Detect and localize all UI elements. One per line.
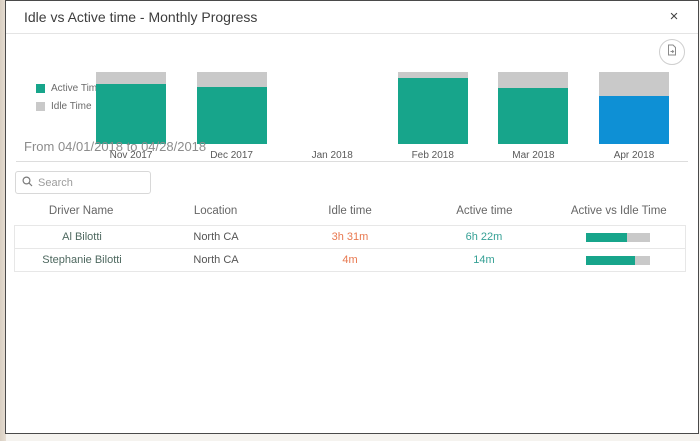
export-chart-button[interactable] — [659, 39, 685, 65]
idle-time-swatch — [36, 102, 45, 111]
month-label: Apr 2018 — [613, 150, 655, 161]
month-label: Feb 2018 — [411, 150, 454, 161]
col-location: Location — [193, 205, 238, 217]
driver-cell: Al Bilotti — [62, 231, 102, 243]
active-fill — [586, 255, 636, 265]
idle-segment[interactable] — [498, 72, 569, 88]
active-segment[interactable] — [96, 84, 166, 144]
page-background-strip — [0, 0, 6, 441]
idle-vs-active-modal: Idle vs Active time - Monthly Progress ×… — [5, 0, 699, 434]
search-input[interactable] — [38, 176, 144, 189]
table-header: Driver Name Location Idle time Active ti… — [14, 205, 686, 223]
location-cell: North CA — [193, 254, 239, 266]
active-segment[interactable] — [397, 78, 468, 144]
active-vs-idle-bar-cell — [551, 232, 685, 242]
active-cell: 6h 22m — [465, 231, 503, 243]
month-label: Dec 2017 — [210, 150, 253, 161]
idle-cell: 3h 31m — [331, 231, 369, 243]
idle-segment[interactable] — [96, 72, 166, 84]
col-active-time: Active time — [456, 205, 513, 217]
table-row[interactable]: Al Bilotti North CA 3h 31m 6h 22m — [14, 225, 686, 249]
drivers-table: Driver Name Location Idle time Active ti… — [14, 205, 686, 272]
divider — [16, 161, 688, 162]
active-vs-idle-bar — [586, 232, 650, 242]
period-label: From 04/01/2018 to 04/28/2018 — [24, 139, 207, 154]
col-active-vs-idle: Active vs Idle Time — [570, 205, 667, 217]
export-page-icon — [666, 43, 678, 61]
month-label: Nov 2017 — [109, 150, 153, 161]
chart-legend: Active Time Idle Time — [36, 83, 103, 119]
bar-dec-2017[interactable]: Dec 2017 — [196, 72, 267, 161]
bar-mar-2018[interactable]: Mar 2018 — [498, 72, 569, 161]
idle-segment[interactable] — [397, 72, 468, 78]
search-icon — [22, 174, 33, 192]
modal-header: Idle vs Active time - Monthly Progress × — [6, 1, 698, 34]
month-label: Mar 2018 — [512, 150, 555, 161]
driver-cell: Stephanie Bilotti — [42, 254, 122, 266]
bar-nov-2017[interactable]: Nov 2017 — [96, 72, 166, 161]
table-body: Al Bilotti North CA 3h 31m 6h 22m Stephanie … — [14, 225, 686, 272]
bar-apr-2018[interactable]: Apr 2018 — [599, 72, 669, 161]
legend-item-idle-time[interactable]: Idle Time — [36, 101, 103, 112]
search-box — [15, 171, 151, 194]
idle-cell: 4m — [342, 254, 358, 266]
active-fill — [586, 232, 627, 242]
active-segment[interactable] — [196, 87, 267, 144]
active-vs-idle-bar — [586, 255, 650, 265]
active-cell: 14m — [473, 254, 495, 266]
idle-segment[interactable] — [599, 72, 669, 96]
legend-label: Idle Time — [51, 101, 92, 112]
monthly-progress-chart: Active Time Idle Time Nov 2017 Dec 2017 Ja… — [6, 35, 698, 167]
modal-title: Idle vs Active time - Monthly Progress — [24, 9, 258, 25]
legend-item-active-time[interactable]: Active Time — [36, 83, 103, 94]
table-row[interactable]: Stephanie Bilotti North CA 4m 14m — [14, 248, 686, 272]
active-segment[interactable] — [599, 96, 669, 144]
close-icon[interactable]: × — [669, 8, 679, 25]
active-segment[interactable] — [498, 88, 569, 144]
month-label: Jan 2018 — [311, 150, 353, 161]
col-idle-time: Idle time — [328, 205, 372, 217]
active-time-swatch — [36, 84, 45, 93]
idle-segment[interactable] — [196, 72, 267, 87]
col-driver-name: Driver Name — [48, 205, 114, 217]
legend-label: Active Time — [51, 83, 103, 94]
active-vs-idle-bar-cell — [551, 255, 685, 265]
location-cell: North CA — [193, 231, 239, 243]
bar-feb-2018[interactable]: Feb 2018 — [397, 72, 468, 161]
